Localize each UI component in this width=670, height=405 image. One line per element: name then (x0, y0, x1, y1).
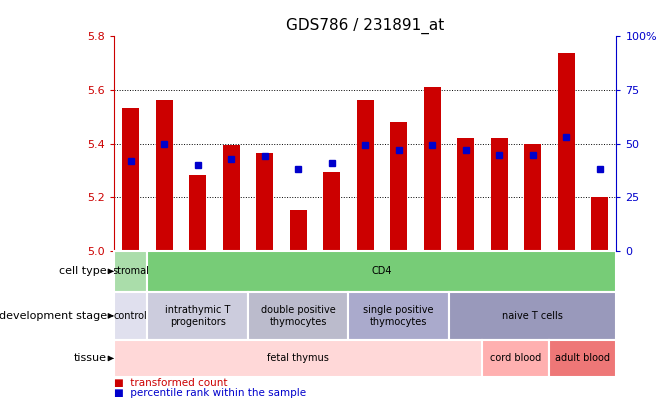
Bar (549, 340, 616, 377)
Bar (390, 122, 407, 251)
Bar (114, 340, 482, 377)
Bar (256, 153, 273, 251)
Text: single positive
thymocytes: single positive thymocytes (363, 305, 434, 327)
Bar (449, 292, 616, 340)
Text: double positive
thymocytes: double positive thymocytes (261, 305, 336, 327)
Text: cord blood: cord blood (490, 354, 541, 363)
Bar (123, 108, 139, 251)
Bar (155, 100, 173, 251)
Bar (190, 175, 206, 251)
Bar (557, 53, 574, 251)
Bar (356, 100, 374, 251)
Bar (348, 292, 449, 340)
Text: control: control (114, 311, 147, 321)
Bar (248, 292, 348, 340)
Bar (457, 139, 474, 251)
Text: naive T cells: naive T cells (502, 311, 563, 321)
Text: intrathymic T
progenitors: intrathymic T progenitors (165, 305, 230, 327)
Text: stromal: stromal (112, 266, 149, 276)
Bar (289, 209, 306, 251)
Bar (323, 172, 340, 251)
Text: cell type: cell type (60, 266, 113, 276)
Bar (423, 87, 441, 251)
Bar (524, 144, 541, 251)
Text: development stage: development stage (0, 311, 113, 321)
Text: ■  percentile rank within the sample: ■ percentile rank within the sample (114, 388, 306, 398)
Bar (591, 197, 608, 251)
Bar (147, 292, 248, 340)
Title: GDS786 / 231891_at: GDS786 / 231891_at (286, 17, 444, 34)
Text: ■  transformed count: ■ transformed count (114, 378, 227, 388)
Text: fetal thymus: fetal thymus (267, 354, 329, 363)
Bar (482, 340, 549, 377)
Text: CD4: CD4 (372, 266, 392, 276)
Bar (222, 145, 240, 251)
Text: tissue: tissue (74, 354, 113, 363)
Bar (114, 292, 147, 340)
Text: adult blood: adult blood (555, 354, 610, 363)
Bar (114, 251, 147, 292)
Bar (490, 139, 508, 251)
